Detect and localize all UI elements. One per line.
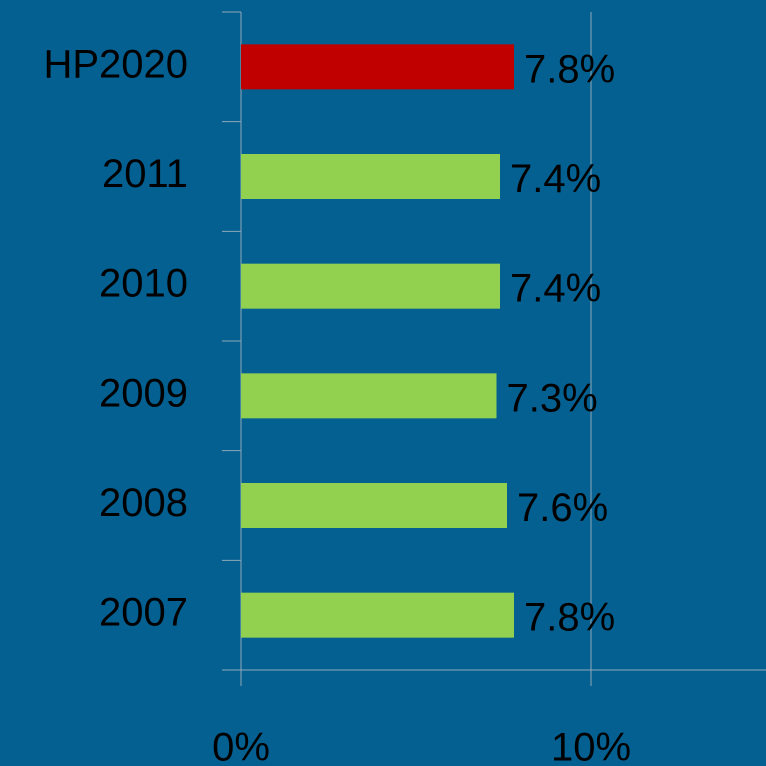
bar — [241, 483, 507, 528]
value-label: 7.4% — [510, 157, 601, 201]
y-tick-label: 2011 — [102, 152, 188, 196]
value-label: 7.8% — [524, 47, 615, 91]
y-tick-label: 2009 — [99, 371, 188, 415]
y-tick-label: 2008 — [99, 481, 188, 525]
y-tick-label: HP2020 — [43, 42, 188, 86]
bar — [241, 592, 514, 638]
x-tick-label: 10% — [551, 726, 631, 766]
bar — [241, 154, 500, 199]
y-tick-label: 2007 — [99, 591, 188, 635]
value-label: 7.6% — [517, 486, 608, 530]
y-tick-label: 2010 — [99, 262, 188, 306]
value-label: 7.4% — [510, 267, 601, 311]
x-tick-label: 0% — [212, 726, 270, 766]
value-label: 7.8% — [524, 596, 615, 640]
bar — [241, 373, 497, 419]
bar — [241, 44, 514, 90]
bar — [241, 263, 500, 309]
value-label: 7.3% — [507, 376, 598, 420]
